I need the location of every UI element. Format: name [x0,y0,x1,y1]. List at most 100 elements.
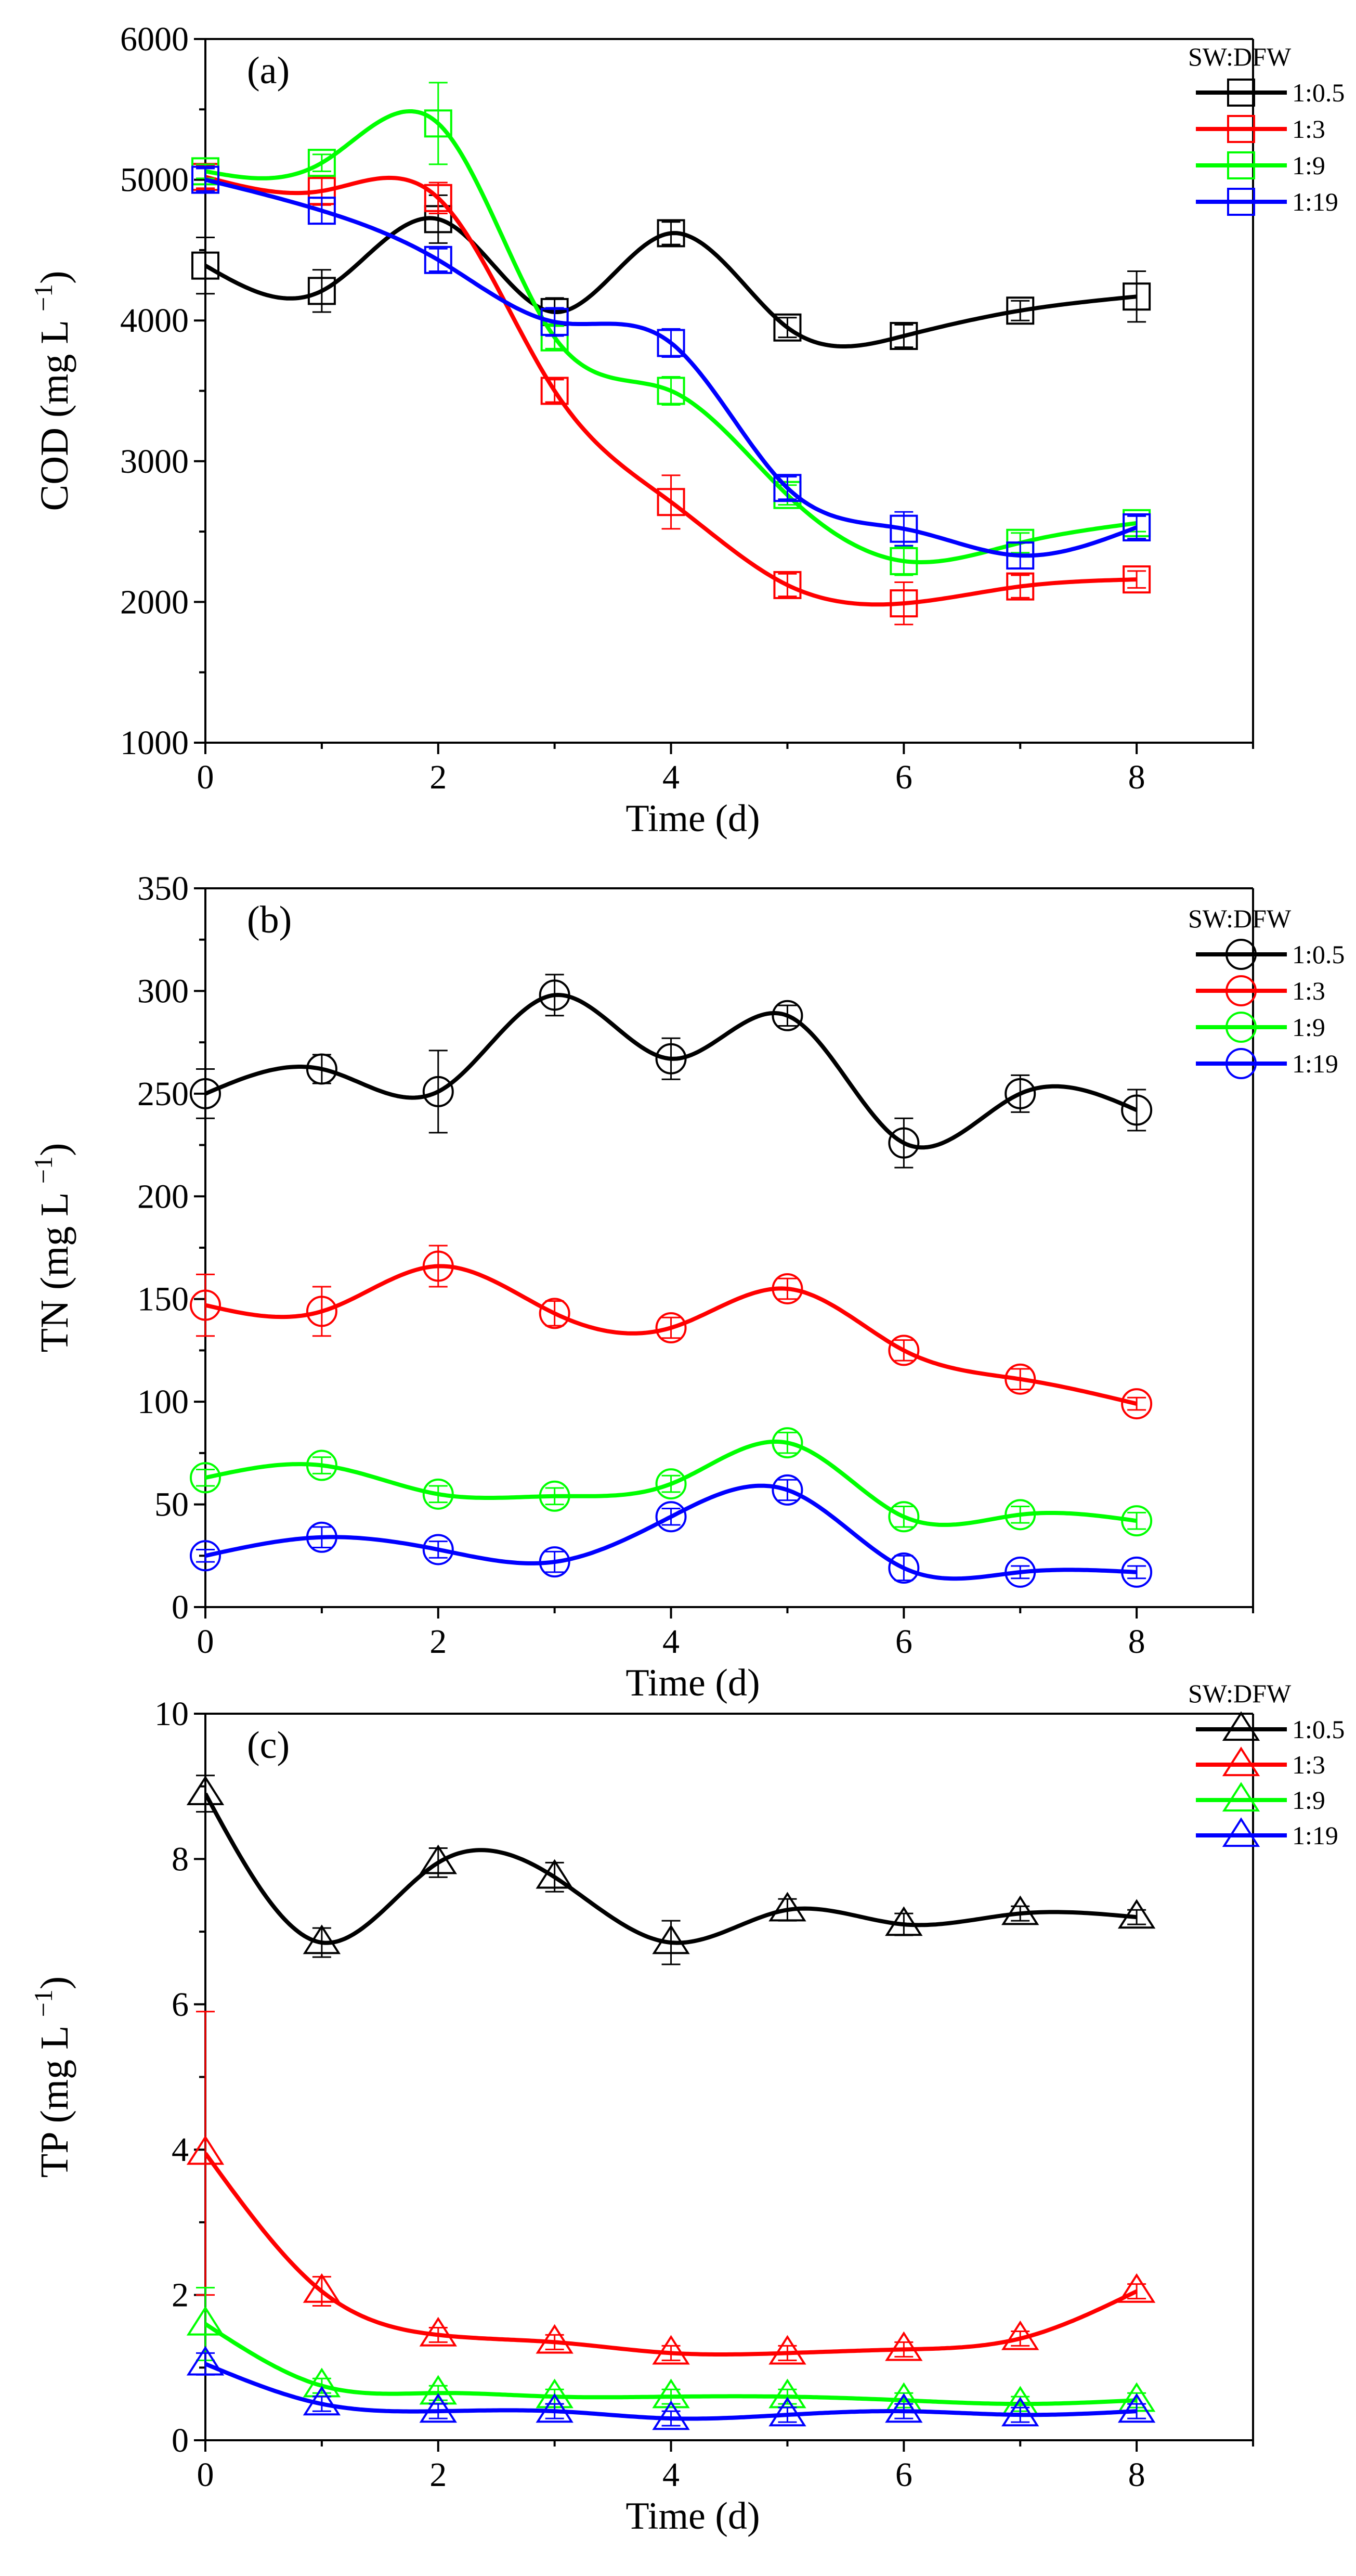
x-axis-title: Time (d) [625,797,760,840]
x-tick-label: 2 [429,2456,447,2494]
data-point [890,514,918,543]
data-point [1123,282,1151,311]
data-point [657,329,685,357]
series-1-3 [186,2011,1156,2365]
series-1-9 [190,1427,1153,1537]
panel-label: (a) [247,49,290,92]
y-tick-label: 4000 [120,302,189,340]
y-tick-label: 5000 [120,161,189,199]
data-point [1001,2397,1039,2427]
x-tick-label: 6 [895,2456,912,2494]
data-point [1005,1499,1036,1531]
legend-label: 1:9 [1292,151,1325,180]
data-point [1005,1078,1036,1109]
y-tick-label: 3000 [120,443,189,481]
data-point [652,1924,690,1954]
series-1-0.5 [191,194,1151,350]
data-point [890,547,918,575]
data-point [303,2273,341,2303]
x-tick-label: 8 [1128,758,1145,796]
y-tick-label: 10 [154,1695,189,1733]
data-point [655,1468,687,1500]
legend-marker [1225,975,1257,1006]
legend-label: 1:3 [1292,976,1325,1005]
data-point [419,1844,457,1874]
series-1-0.5 [190,974,1153,1169]
y-axis-title-close: ) [33,1143,76,1156]
data-point [186,1775,225,1805]
series-1-19 [190,1474,1153,1588]
y-tick-label: 1000 [120,724,189,762]
series-1-0.5 [186,1775,1156,1965]
legend-label: 1:19 [1292,187,1338,216]
data-point [1006,541,1035,570]
y-tick-label: 50 [154,1486,189,1524]
legend-label: 1:9 [1292,1013,1325,1042]
y-tick-label: 6 [172,1986,189,2024]
data-point [1121,1094,1153,1126]
series-line [205,2152,1138,2357]
legend-marker [1227,115,1255,143]
panel-label: (c) [247,1724,290,1767]
data-point [1121,1556,1153,1588]
data-point [190,1289,221,1321]
x-tick-label: 4 [662,1623,680,1661]
data-point [772,1427,803,1459]
data-point [768,1892,806,1922]
x-tick-label: 8 [1128,2456,1145,2494]
legend-marker [1222,1711,1260,1741]
panel-b: 0 2 4 6 8 0 50 100 150 200 250 300 350 Time (d) TN (mg… [29,870,1345,1704]
x-tick-label: 6 [895,1623,912,1661]
x-tick-label: 2 [429,1623,447,1661]
legend-label: 1:9 [1292,1785,1325,1815]
data-point [306,1053,337,1085]
y-tick-label: 8 [172,1840,189,1878]
data-point [190,1462,221,1494]
data-point [190,1078,221,1109]
legend-label: 1:0.5 [1292,1715,1345,1744]
series-1-19 [186,2346,1156,2430]
data-point [422,1250,454,1282]
data-point [424,184,452,212]
data-point [536,2393,573,2423]
data-point [657,488,685,516]
legend-marker [1225,1048,1257,1079]
data-point [303,1924,341,1954]
x-tick-label: 4 [662,758,680,796]
data-point [888,1501,920,1533]
x-tick-label: 8 [1128,1623,1145,1661]
data-point [1117,2273,1156,2303]
data-point [536,1859,573,1889]
y-axis-title-superscript: −1 [29,1156,58,1184]
data-point [772,1474,803,1506]
data-point [539,979,570,1011]
y-tick-label: 0 [172,2422,189,2460]
panel-label: (b) [247,899,292,941]
data-point [186,2135,225,2165]
panel-c: 0 2 4 6 8 0 2 4 6 8 10 Time (d) TP (mg L −1) (c) SW:DF… [29,1679,1345,2538]
data-point [885,1906,923,1936]
data-point [652,2335,690,2365]
legend-marker [1227,188,1255,216]
y-tick-label: 6000 [120,20,189,58]
data-point [424,109,452,138]
data-point [773,313,802,342]
x-tick-label: 4 [662,2456,680,2494]
data-point [306,1296,337,1327]
data-point [773,571,802,599]
data-point [890,321,918,350]
panel-a: 0 2 4 6 8 1000 2000 3000 4000 5000 6000 Time (d) COD… [29,20,1345,840]
y-axis-title: COD (mg L −1) [29,270,76,511]
data-point [536,2324,573,2354]
data-point [419,2316,457,2347]
y-tick-label: 2 [172,2276,189,2314]
data-point [768,2397,806,2427]
legend-marker [1222,1746,1260,1777]
data-point [422,1478,454,1510]
series-1-3 [190,1245,1153,1420]
data-point [422,1076,454,1107]
data-point [1121,1505,1153,1537]
